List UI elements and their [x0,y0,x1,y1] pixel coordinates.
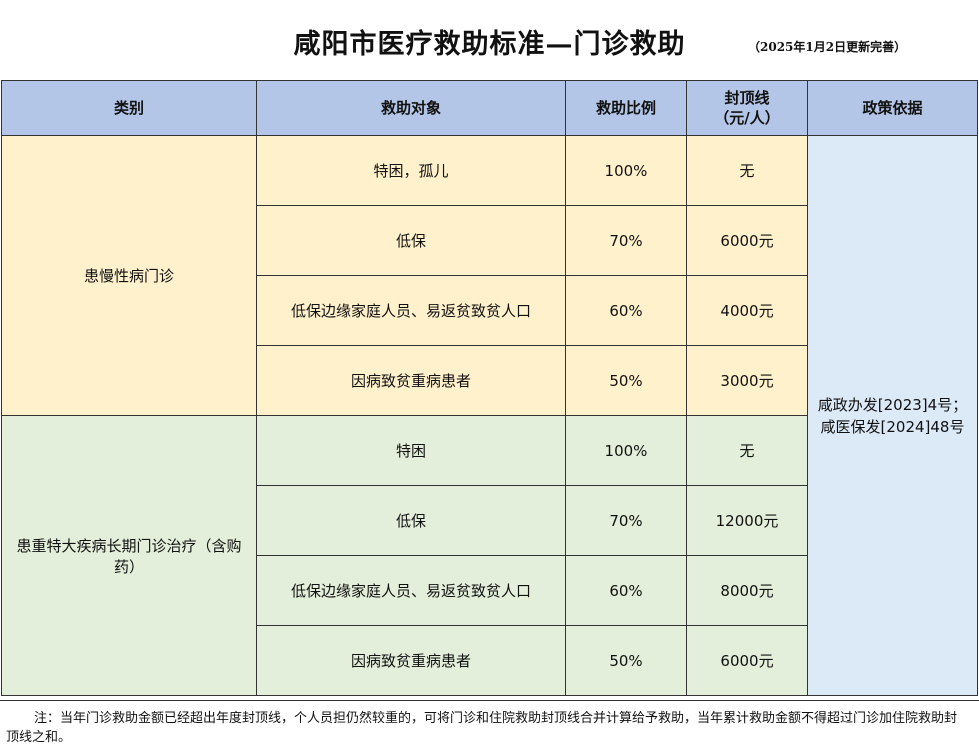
table-row: 因病致贫重病患者 50% 6000元 [2,625,978,696]
table-row: 低保边缘家庭人员、易返贫致贫人口 60% 4000元 [2,275,978,346]
table-row: 患慢性病门诊 特困，孤儿 100% 无 咸政办发[2023]4号； 咸医保发[20… [1,135,978,696]
target-cell: 因病致贫重病患者 [256,625,566,696]
target-cell: 低保 [256,485,566,556]
ratio-cell: 60% [565,555,687,626]
header-cap-line2: （元/人） [714,109,780,127]
table-row: 因病致贫重病患者 50% 3000元 [2,345,978,416]
header-ratio: 救助比例 [565,80,687,136]
header-target: 救助对象 [256,80,566,136]
page-title: 咸阳市医疗救助标准—门诊救助 [293,29,686,60]
header-category: 类别 [1,80,257,136]
table-row: 低保边缘家庭人员、易返贫致贫人口 60% 8000元 [2,555,978,626]
target-cell: 因病致贫重病患者 [256,345,566,416]
ratio-cell: 70% [565,485,687,556]
update-date: （2025年1月2日更新完善） [748,40,907,54]
target-cell: 特困，孤儿 [256,135,566,206]
cap-cell: 4000元 [686,275,808,346]
cap-cell: 6000元 [686,625,808,696]
policy-line2: 咸医保发[2024]48号 [820,417,965,436]
cap-cell: 12000元 [686,485,808,556]
target-cell: 低保边缘家庭人员、易返贫致贫人口 [256,555,566,626]
policy-cell: 咸政办发[2023]4号； 咸医保发[2024]48号 [807,135,978,696]
cap-cell: 3000元 [686,345,808,416]
footnote: 注：当年门诊救助金额已经超出年度封顶线，个人员担仍然较重的，可将门诊和住院救助封… [0,700,979,754]
cap-cell: 无 [686,415,808,486]
assistance-table: 类别 救助对象 救助比例 封顶线 （元/人） 政策依据 患慢性病门诊 特困，孤儿 … [1,80,978,696]
target-cell: 低保 [256,205,566,276]
ratio-cell: 50% [565,345,687,416]
table-row: 低保 70% 12000元 [2,485,978,556]
target-cell: 低保边缘家庭人员、易返贫致贫人口 [256,275,566,346]
ratio-cell: 100% [565,135,687,206]
cap-cell: 6000元 [686,205,808,276]
ratio-cell: 70% [565,205,687,276]
target-cell: 特困 [256,415,566,486]
table-row: 患重特大疾病长期门诊治疗（含购药） 特困 100% 无 [1,415,978,696]
ratio-cell: 50% [565,625,687,696]
header-policy: 政策依据 [807,80,978,136]
category-cell: 患重特大疾病长期门诊治疗（含购药） [1,415,257,696]
policy-line1: 咸政办发[2023]4号； [817,395,968,414]
ratio-cell: 100% [565,415,687,486]
ratio-cell: 60% [565,275,687,346]
footnote-text: 注：当年门诊救助金额已经超出年度封顶线，个人员担仍然较重的，可将门诊和住院救助封… [6,711,958,745]
cap-cell: 8000元 [686,555,808,626]
cap-cell: 无 [686,135,808,206]
table-header-row: 类别 救助对象 救助比例 封顶线 （元/人） 政策依据 [1,80,978,136]
table-row: 低保 70% 6000元 [2,205,978,276]
category-cell: 患慢性病门诊 [1,135,257,416]
header-cap-line1: 封顶线 [724,89,770,107]
header-cap: 封顶线 （元/人） [686,80,808,136]
